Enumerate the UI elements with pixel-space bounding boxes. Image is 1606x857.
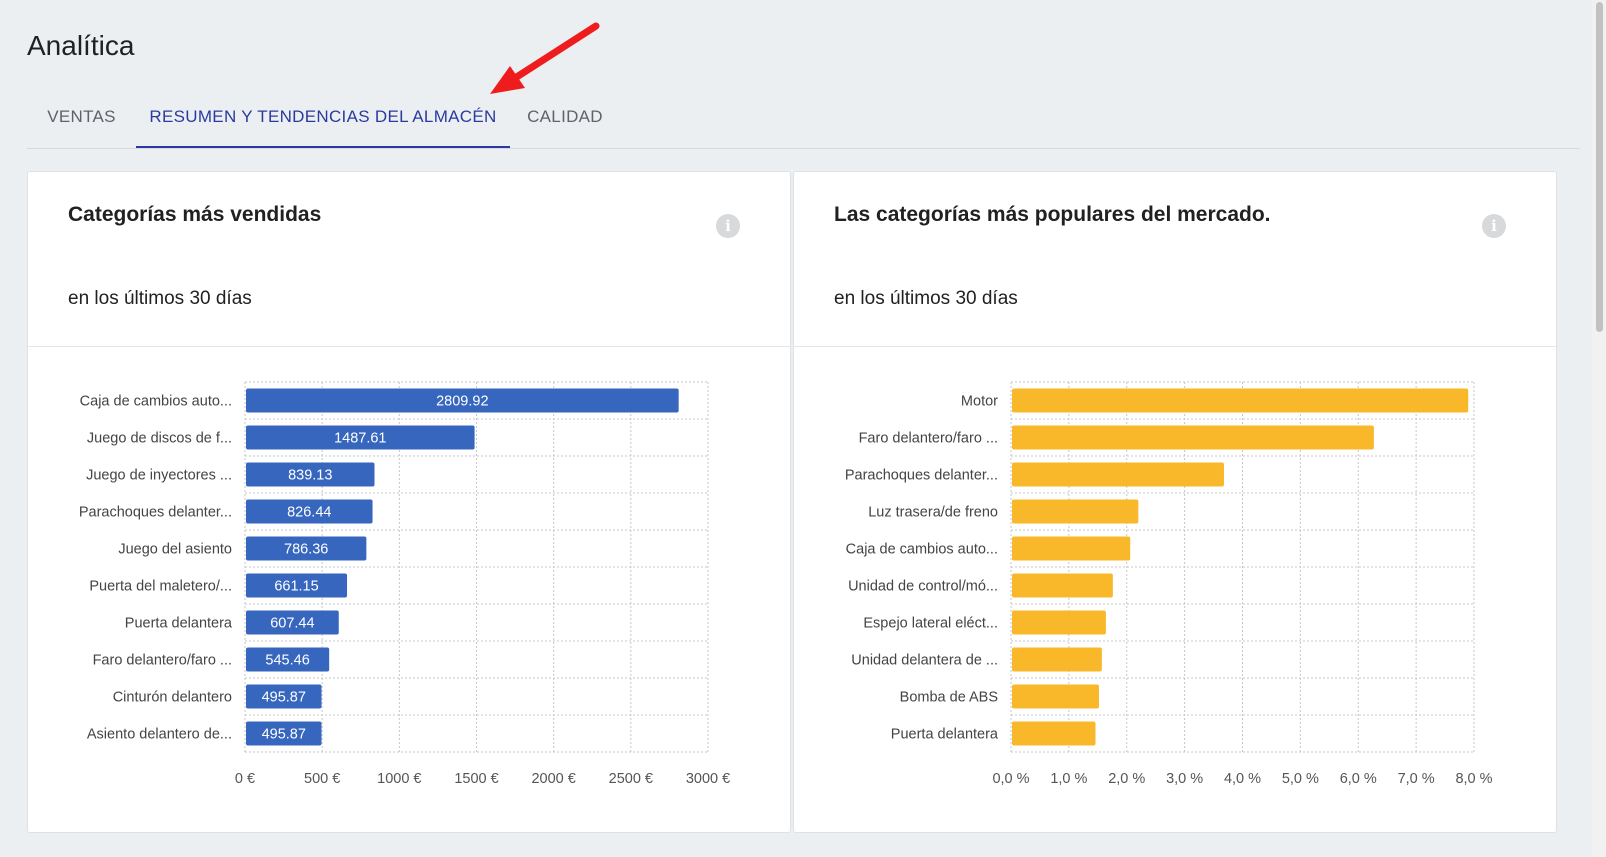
x-tick-label: 0 € xyxy=(235,771,255,787)
bar-value-label: 826.44 xyxy=(287,505,331,521)
bar xyxy=(1012,573,1113,598)
x-tick-label: 1500 € xyxy=(454,771,498,787)
bar xyxy=(246,536,367,561)
scrollbar[interactable] xyxy=(1592,0,1606,857)
category-label: Cinturón delantero xyxy=(113,690,232,706)
bar xyxy=(246,647,330,672)
top-selling-bar-chart: Caja de cambios auto... 2809.92 Juego de d… xyxy=(79,381,730,787)
category-label: Motor xyxy=(961,394,998,410)
bar xyxy=(246,462,375,487)
category-label: Espejo lateral eléct... xyxy=(863,616,998,632)
x-tick-label: 3000 € xyxy=(686,771,730,787)
tab-resumen-tendencias[interactable]: RESUMEN Y TENDENCIAS DEL ALMACÉN xyxy=(136,90,510,148)
bar xyxy=(1012,721,1096,746)
category-label: Caja de cambios auto... xyxy=(846,542,998,558)
bar xyxy=(246,573,348,598)
card-subtitle: en los últimos 30 días xyxy=(834,288,1018,309)
category-label: Faro delantero/faro ... xyxy=(859,431,998,447)
x-tick-label: 6,0 % xyxy=(1340,771,1377,787)
x-tick-label: 3,0 % xyxy=(1166,771,1203,787)
bar-value-label: 545.46 xyxy=(265,653,309,669)
popular-categories-bar-chart: Motor Faro delantero/faro ... Parachoques … xyxy=(845,381,1493,787)
info-icon[interactable]: i xyxy=(716,214,740,238)
bar xyxy=(1012,684,1099,709)
bar xyxy=(246,610,339,635)
bar xyxy=(1012,499,1139,524)
page-title: Analítica xyxy=(27,30,135,61)
bar-value-label: 1487.61 xyxy=(334,431,386,447)
bar xyxy=(1012,610,1106,635)
card-top-selling-categories: Categorías más vendidas i en los últimos… xyxy=(27,171,791,833)
bar xyxy=(246,425,475,450)
bar-value-label: 786.36 xyxy=(284,542,328,558)
tab-bar: VENTAS RESUMEN Y TENDENCIAS DEL ALMACÉN … xyxy=(27,90,1580,149)
tab-calidad[interactable]: CALIDAD xyxy=(527,107,603,126)
bar-value-label: 661.15 xyxy=(274,579,318,595)
category-label: Juego de discos de f... xyxy=(87,431,232,447)
category-label: Puerta delantera xyxy=(891,727,999,743)
bar-value-label: 839.13 xyxy=(288,468,332,484)
tab-ventas[interactable]: VENTAS xyxy=(47,107,116,126)
card-header: Categorías más vendidas i en los últimos… xyxy=(28,172,790,347)
bar xyxy=(246,388,679,413)
category-label: Faro delantero/faro ... xyxy=(93,653,232,669)
category-label: Caja de cambios auto... xyxy=(80,394,232,410)
bar xyxy=(1012,425,1374,450)
bar xyxy=(246,684,322,709)
bar xyxy=(1012,388,1469,413)
bar-value-label: 495.87 xyxy=(262,690,306,706)
bar xyxy=(1012,462,1224,487)
red-arrow-annotation xyxy=(490,22,600,94)
category-label: Asiento delantero de... xyxy=(87,727,232,743)
category-label: Unidad de control/mó... xyxy=(848,579,998,595)
x-tick-label: 7,0 % xyxy=(1398,771,1435,787)
bar-value-label: 607.44 xyxy=(270,616,314,632)
category-label: Juego de inyectores ... xyxy=(86,468,232,484)
info-icon[interactable]: i xyxy=(1482,214,1506,238)
x-tick-label: 1,0 % xyxy=(1050,771,1087,787)
x-tick-label: 1000 € xyxy=(377,771,421,787)
x-tick-label: 8,0 % xyxy=(1455,771,1492,787)
card-subtitle: en los últimos 30 días xyxy=(68,288,252,309)
category-label: Puerta del maletero/... xyxy=(89,579,232,595)
category-label: Juego del asiento xyxy=(118,542,232,558)
x-tick-label: 0,0 % xyxy=(992,771,1029,787)
card-title: Las categorías más populares del mercado… xyxy=(834,203,1271,226)
category-label: Parachoques delanter... xyxy=(845,468,998,484)
scrollbar-thumb[interactable] xyxy=(1596,2,1603,332)
card-popular-market-categories: Las categorías más populares del mercado… xyxy=(793,171,1557,833)
category-label: Puerta delantera xyxy=(125,616,233,632)
card-title: Categorías más vendidas xyxy=(68,203,322,226)
x-tick-label: 2000 € xyxy=(531,771,575,787)
category-label: Bomba de ABS xyxy=(900,690,998,706)
category-label: Unidad delantera de ... xyxy=(851,653,998,669)
category-label: Parachoques delanter... xyxy=(79,505,232,521)
bar-value-label: 495.87 xyxy=(262,727,306,743)
category-label: Luz trasera/de freno xyxy=(868,505,998,521)
bar xyxy=(1012,647,1102,672)
x-tick-label: 4,0 % xyxy=(1224,771,1261,787)
bar-value-label: 2809.92 xyxy=(436,394,488,410)
bar xyxy=(1012,536,1131,561)
x-tick-label: 5,0 % xyxy=(1282,771,1319,787)
bar xyxy=(246,499,373,524)
x-tick-label: 2500 € xyxy=(609,771,653,787)
x-tick-label: 500 € xyxy=(304,771,340,787)
bar xyxy=(246,721,322,746)
card-header: Las categorías más populares del mercado… xyxy=(794,172,1556,347)
x-tick-label: 2,0 % xyxy=(1108,771,1145,787)
